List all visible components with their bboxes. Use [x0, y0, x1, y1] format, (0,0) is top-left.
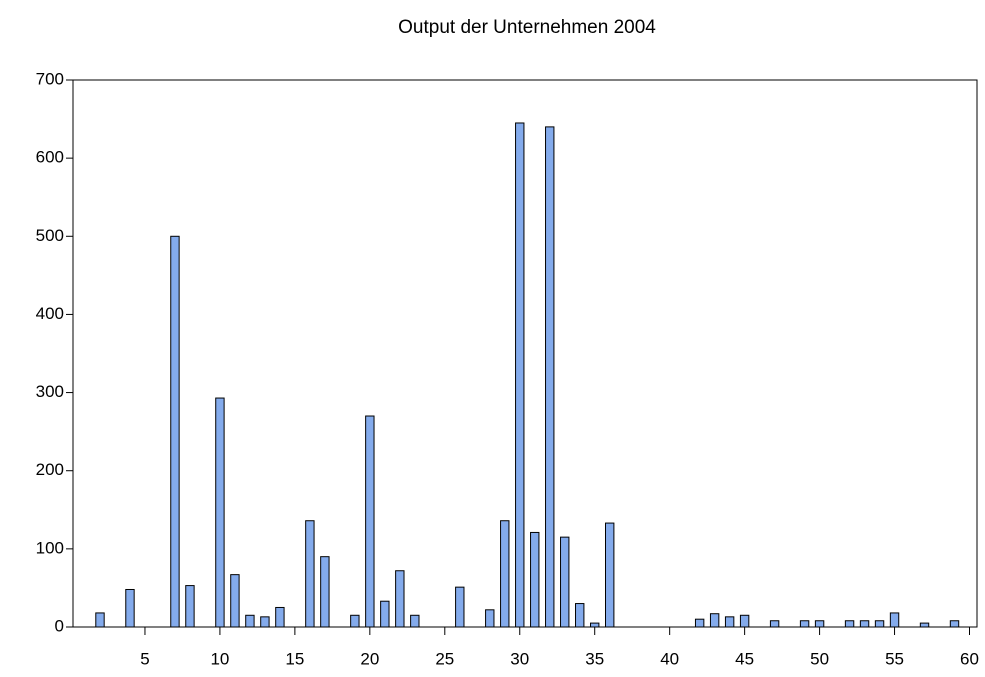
bar — [185, 585, 195, 628]
bar — [694, 618, 705, 628]
bar — [724, 616, 735, 628]
x-tick-label: 35 — [585, 649, 604, 668]
bar — [485, 609, 495, 628]
bar — [889, 612, 900, 628]
bar — [275, 606, 285, 628]
bar — [305, 520, 315, 628]
bar — [125, 588, 135, 628]
bar — [500, 520, 510, 628]
y-tick-label: 100 — [36, 538, 64, 557]
plot-frame — [72, 79, 978, 628]
y-tick-label: 400 — [36, 304, 64, 323]
bar — [859, 620, 870, 628]
bar — [260, 616, 270, 628]
bar — [380, 600, 390, 628]
bar — [560, 536, 570, 628]
chart-title: Output der Unternehmen 2004 — [398, 17, 656, 38]
x-tick-label: 10 — [210, 649, 229, 668]
bar — [245, 614, 255, 628]
bar — [799, 620, 810, 628]
bar — [530, 531, 540, 628]
bar — [515, 122, 525, 628]
bar — [545, 126, 555, 628]
bar — [949, 620, 960, 628]
bar — [365, 415, 375, 628]
x-tick-label: 20 — [360, 649, 379, 668]
y-tick-label: 300 — [36, 382, 64, 401]
bar — [350, 614, 360, 628]
bar — [455, 586, 465, 628]
bar — [874, 620, 885, 628]
bar — [395, 570, 405, 628]
bar — [215, 397, 225, 628]
y-tick-label: 700 — [36, 69, 64, 88]
x-tick-label: 40 — [660, 649, 679, 668]
x-tick-label: 55 — [885, 649, 904, 668]
bar — [320, 556, 330, 628]
x-tick-label: 5 — [140, 649, 149, 668]
bar — [844, 620, 855, 628]
bar — [95, 612, 105, 628]
y-tick-label: 200 — [36, 460, 64, 479]
y-tick-label: 500 — [36, 226, 64, 245]
y-tick-label: 0 — [55, 616, 64, 635]
bar — [170, 235, 180, 628]
bar — [769, 620, 780, 628]
bar — [605, 522, 615, 628]
bar — [919, 622, 930, 628]
bar — [575, 603, 585, 628]
bar — [709, 613, 720, 628]
bar — [590, 622, 600, 628]
x-tick-label: 15 — [285, 649, 304, 668]
x-tick-label: 60 — [960, 649, 979, 668]
x-tick-label: 30 — [510, 649, 529, 668]
bar — [230, 574, 240, 628]
x-tick-label: 45 — [735, 649, 754, 668]
bar — [410, 614, 420, 628]
bar — [814, 620, 825, 628]
x-tick-label: 25 — [435, 649, 454, 668]
bar — [739, 614, 750, 628]
y-tick-label: 600 — [36, 148, 64, 167]
x-tick-label: 50 — [810, 649, 829, 668]
